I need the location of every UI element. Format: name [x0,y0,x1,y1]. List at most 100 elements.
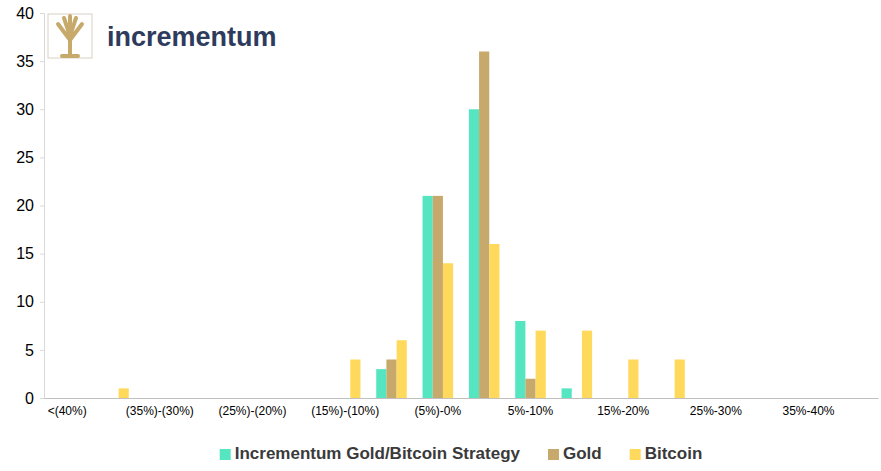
bar [52,398,62,399]
bar [803,398,813,399]
bar [489,244,499,398]
bar [840,398,850,399]
bar [515,321,525,398]
bar [814,398,824,399]
bar [304,398,314,399]
bar [330,398,340,399]
bar [711,398,721,399]
y-tick: 25 [16,149,44,166]
legend-item: Bitcoin [630,444,703,463]
bar [793,398,803,399]
y-tick: 40 [16,5,44,22]
y-tick: 10 [16,293,44,310]
bar [108,398,118,399]
x-tick-label: 25%-30% [690,404,742,418]
bar [237,398,247,399]
legend: Incrementum Gold/Bitcoin Strategy Gold Bit… [220,444,703,463]
legend-label: Incrementum Gold/Bitcoin Strategy [235,444,521,463]
y-tick-label: 35 [16,53,34,70]
x-tick: (15%)-(10%) [311,398,379,418]
logo-text: incrementum [107,22,277,52]
bar [386,360,396,399]
bar [201,398,211,399]
y-tick-label: 30 [16,101,34,118]
bar [397,340,407,398]
y-tick-mark [40,254,44,255]
bar [376,369,386,398]
x-tick-label: 35%-40% [782,404,834,418]
bar [155,398,165,399]
y-tick-label: 10 [16,293,34,310]
bar [572,398,582,399]
bar [664,398,674,399]
bar [767,398,777,399]
bar [284,398,294,399]
bar [433,196,443,398]
y-tick-mark [40,206,44,207]
bar [701,398,711,399]
x-tick-label: (15%)-(10%) [311,404,379,418]
y-tick: 20 [16,197,44,214]
y-tick-mark [40,13,44,14]
y-tick: 5 [25,341,44,358]
x-tick-label: (35%)-(30%) [126,404,194,418]
logo-frame [48,14,92,58]
bar [721,398,731,399]
bar [525,379,535,398]
x-tick-label: 5%-10% [508,404,554,418]
series-bars [376,109,572,398]
chart: incrementum 0 5 10 15 20 25 30 35 40 <(40%) (35%)-(… [0,0,881,471]
y-tick-mark [40,109,44,110]
series-bars [119,244,685,398]
y-tick-mark [40,302,44,303]
x-tick-label: (25%)-(20%) [218,404,286,418]
bar [536,331,546,398]
x-tick: (25%)-(20%) [218,398,286,418]
y-tick-label: 25 [16,149,34,166]
x-tick: 5%-10% [508,398,554,418]
y-axis-line [40,14,45,399]
x-tick: 25%-30% [690,398,742,418]
bar [618,398,628,399]
y-tick-mark [40,398,44,399]
y-tick: 30 [16,101,44,118]
x-tick: <(40%) [48,398,87,418]
x-tick: (35%)-(30%) [126,398,194,418]
bar [294,398,304,399]
bar [850,398,860,399]
logo-icon [58,16,82,56]
legend-swatch [630,449,641,460]
x-tick: 15%-20% [597,398,649,418]
bar [675,360,685,399]
bar [608,398,618,399]
y-tick-label: 5 [25,341,34,358]
logo: incrementum [48,14,277,58]
bar [423,196,433,398]
y-tick-mark [40,61,44,62]
legend-label: Bitcoin [645,444,703,463]
y-tick-label: 40 [16,5,34,22]
bar [469,109,479,398]
bar [145,398,155,399]
bar [350,360,360,399]
y-tick-label: 20 [16,197,34,214]
y-tick-label: 0 [25,390,34,407]
x-tick-label: 15%-20% [597,404,649,418]
y-axis: 0 5 10 15 20 25 30 35 40 [16,5,44,407]
bar [747,398,757,399]
y-tick-label: 15 [16,245,34,262]
bar [119,388,129,398]
bar [757,398,767,399]
legend-swatch [220,449,231,460]
x-tick-label: (5%)-0% [414,404,461,418]
bar [258,398,268,399]
x-tick: (5%)-0% [414,398,461,418]
bar [72,398,82,399]
bar [654,398,664,399]
bar [562,388,572,398]
legend-item: Gold [548,444,602,463]
legend-swatch [548,449,559,460]
bar [340,398,350,399]
bar [628,360,638,399]
bar [62,398,72,399]
